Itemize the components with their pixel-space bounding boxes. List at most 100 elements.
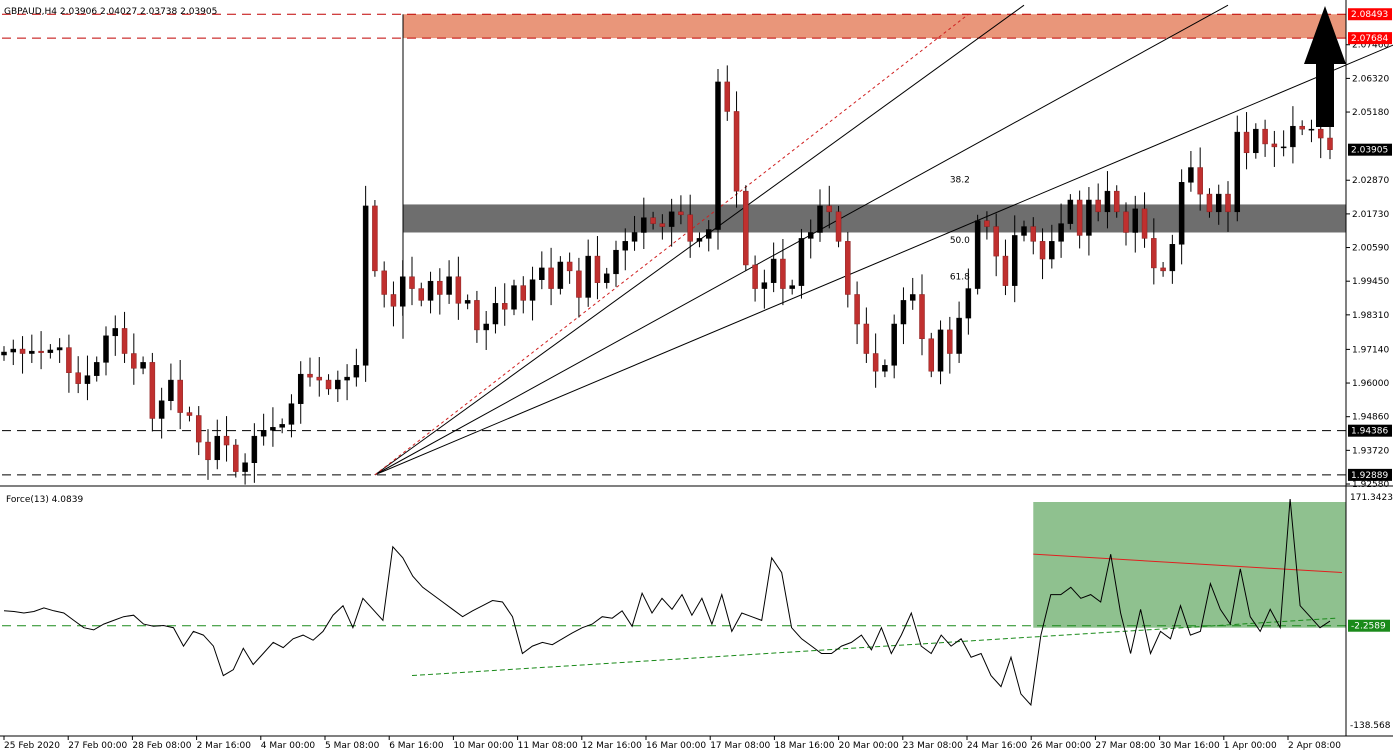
candle-body-21 [195,415,202,443]
x-tick-label-6: 6 Mar 16:00 [389,741,444,751]
candle-body-61 [566,261,573,272]
candle-body-34 [316,376,323,381]
candle-body-1 [10,348,17,353]
y-tick-label-12: 1.92580 [1352,480,1389,490]
candle-body-20 [186,412,193,416]
x-tick-label-12: 18 Mar 16:00 [774,741,834,751]
resistance-zone [403,14,1346,39]
candle-body-40 [372,205,378,272]
x-tick-label-0: 25 Feb 2020 [4,741,60,751]
candle-body-0 [1,351,7,356]
candle-body-11 [103,335,109,363]
candle-body-32 [297,373,304,404]
candle-body-117 [1086,199,1092,236]
support-zone [403,204,1346,233]
force-indicator-label: Force(13) 4.0839 [6,495,83,505]
price-tag-bg-4 [1348,468,1392,481]
y-tick-label-5: 2.00590 [1352,244,1389,254]
candle-body-78 [724,81,731,112]
candle-body-102 [947,329,953,354]
candle-body-134 [1243,131,1250,154]
candle-body-87 [807,232,814,239]
x-tick-label-2: 28 Feb 08:00 [132,741,191,751]
candle-body-141 [1308,128,1315,131]
y-tick-label-3: 2.02870 [1352,176,1389,186]
candle-body-38 [353,365,360,378]
x-tick-label-19: 1 Apr 00:00 [1224,741,1277,751]
candle-body-70 [650,217,656,224]
x-tick-label-1: 27 Feb 00:00 [68,741,127,751]
candle-body-2 [19,348,26,354]
candle-body-73 [678,211,684,216]
candle-body-19 [177,379,183,413]
candle-body-122 [1132,208,1139,233]
candle-body-28 [260,430,267,437]
candle-body-90 [835,211,842,242]
x-tick-label-20: 2 Apr 08:00 [1288,741,1341,751]
candle-body-58 [539,267,545,280]
candle-body-126 [1169,244,1176,272]
candle-body-7 [66,347,72,373]
candle-body-128 [1188,167,1194,183]
force-axis-min: -138.568 [1350,721,1391,731]
candle-body-81 [752,264,758,289]
symbol-header: GBPAUD,H4 2.03906 2.04027 2.03738 2.0390… [4,7,217,17]
candle-body-77 [715,81,721,230]
fan-line-2 [374,44,1393,476]
candle-body-84 [780,258,786,289]
x-tick-label-7: 10 Mar 00:00 [453,741,513,751]
candle-body-94 [872,353,879,372]
x-tick-label-9: 12 Mar 16:00 [582,741,642,751]
candle-body-99 [919,294,925,340]
candle-body-17 [158,400,165,419]
candle-body-71 [659,223,666,227]
candle-body-120 [1113,190,1120,213]
candle-body-8 [75,372,81,384]
candle-body-96 [891,323,897,366]
candle-body-49 [455,276,462,304]
x-tick-label-11: 17 Mar 08:00 [710,741,770,751]
fib-label-1: 50.0 [950,236,970,246]
candle-body-48 [446,276,452,295]
candle-body-75 [696,238,703,242]
candle-body-92 [854,294,860,325]
candle-body-27 [251,435,258,463]
x-tick-label-16: 26 Mar 00:00 [1031,741,1091,751]
force-tag: -2.2589 [1351,622,1386,632]
y-tick-label-8: 1.97140 [1352,345,1389,355]
candle-body-30 [279,424,285,428]
candle-body-22 [205,441,211,461]
candle-body-139 [1290,125,1296,148]
candle-body-60 [557,261,564,289]
price-tag-2: 2.03905 [1351,146,1388,156]
fib-label-0: 38.2 [950,175,970,185]
force-down-trend-line [1033,553,1343,574]
price-tag-bg-2 [1348,143,1392,156]
x-tick-label-8: 11 Mar 08:00 [518,741,578,751]
force-layer [2,498,1346,707]
candle-body-107 [993,226,999,257]
y-tick-label-11: 1.93720 [1352,446,1389,456]
candle-body-113 [1049,241,1055,260]
candle-body-95 [882,365,888,372]
candle-body-14 [131,353,137,369]
candle-body-110 [1021,226,1027,236]
candle-body-31 [288,403,295,425]
candle-body-51 [474,300,480,331]
candle-body-72 [668,211,675,227]
candle-body-36 [335,379,341,390]
x-tick-label-4: 4 Mar 00:00 [261,741,316,751]
candle-body-131 [1215,193,1222,213]
candle-body-118 [1095,199,1101,213]
force-axis-max: 171.3423 [1350,493,1393,503]
candle-body-133 [1234,131,1241,213]
candle-body-39 [362,205,369,366]
candle-body-104 [965,288,972,319]
candle-body-143 [1327,137,1333,150]
x-tick-label-15: 24 Mar 16:00 [967,741,1027,751]
candle-body-83 [770,258,777,283]
candle-body-3 [29,350,35,354]
price-tag-0: 2.08493 [1351,10,1388,20]
candle-body-101 [937,329,944,372]
